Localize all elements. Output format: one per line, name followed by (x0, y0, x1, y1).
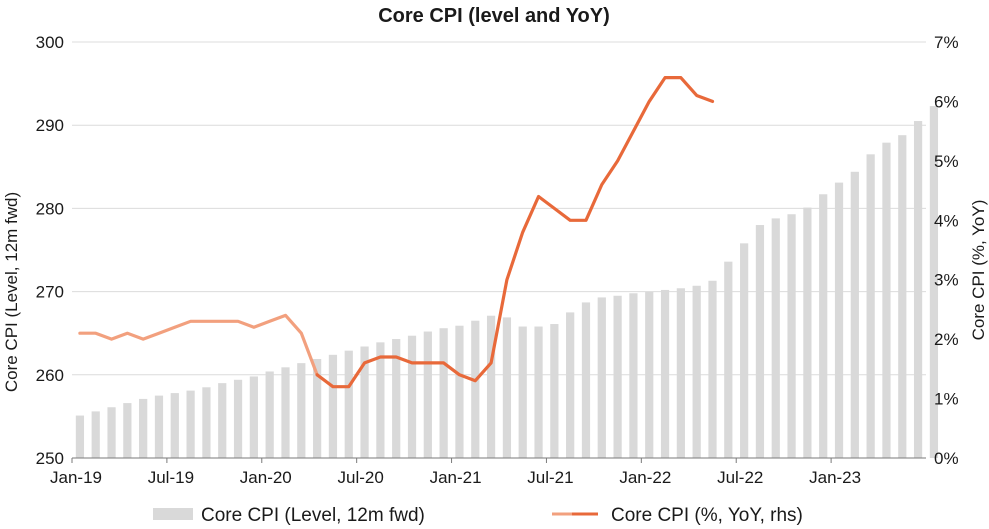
bar (629, 293, 638, 458)
bar (819, 194, 828, 458)
grid-lines (72, 41, 926, 459)
bar (929, 106, 939, 458)
bar (771, 218, 780, 458)
bar (660, 289, 670, 458)
bar (550, 324, 559, 458)
left-tick-label: 290 (36, 116, 64, 135)
right-tick-label: 7% (934, 33, 959, 52)
x-axis: Jan-19 Jul-19 Jan-20 Jul-20 Jan-21 Jul-21 Jan-… (50, 457, 926, 487)
right-axis: 0% 1% 2% 3% 4% 5% 6% 7% (934, 33, 959, 468)
bar (123, 403, 132, 458)
bar (534, 326, 543, 458)
x-tick-label: Jan-22 (619, 468, 671, 487)
bar (581, 302, 591, 458)
left-axis: 250 260 270 280 290 300 (36, 33, 64, 468)
legend: Core CPI (Level, 12m fwd) Core CPI (%, Y… (153, 505, 803, 526)
bar (803, 207, 812, 458)
bar (297, 363, 306, 458)
line-segment-early (78, 313, 319, 377)
y-axis-label-right: Core CPI (%, YoY) (969, 200, 988, 341)
bar (455, 325, 464, 458)
bar (281, 367, 290, 458)
bar (740, 243, 749, 458)
bar (439, 328, 448, 458)
bar (249, 376, 258, 458)
right-tick-label: 6% (934, 92, 959, 111)
x-tick-label: Jul-19 (148, 468, 194, 487)
left-tick-label: 280 (36, 199, 64, 218)
x-tick-label: Jan-20 (240, 468, 292, 487)
legend-bar-label: Core CPI (Level, 12m fwd) (201, 505, 425, 526)
bar (882, 142, 891, 459)
bar (233, 379, 243, 458)
x-tick-label: Jan-21 (430, 468, 482, 487)
right-tick-label: 2% (934, 330, 959, 349)
line-series (78, 76, 715, 389)
x-tick-label: Jul-20 (338, 468, 384, 487)
bar (218, 383, 227, 458)
bar (407, 335, 417, 458)
right-tick-label: 1% (934, 390, 959, 409)
bar (787, 214, 796, 458)
bar (692, 285, 701, 458)
bar (502, 317, 512, 458)
bar (597, 297, 606, 458)
right-tick-label: 3% (934, 271, 959, 290)
x-tick-label: Jul-21 (527, 468, 573, 487)
bar (834, 182, 844, 459)
bar (186, 390, 195, 458)
bar (850, 171, 859, 459)
bar (154, 395, 164, 458)
bar (486, 315, 496, 458)
bar (91, 411, 100, 458)
bar-series (75, 106, 939, 459)
bar (676, 288, 685, 458)
chart-title: Core CPI (level and YoY) (378, 5, 610, 27)
bar (471, 320, 480, 458)
bar (518, 326, 527, 458)
bar (376, 342, 385, 458)
x-tick-label: Jan-23 (809, 468, 861, 487)
right-tick-label: 4% (934, 211, 959, 230)
bar (724, 261, 733, 458)
bar (613, 295, 622, 458)
x-tick-label: Jan-19 (50, 468, 102, 487)
bar (898, 135, 907, 458)
left-tick-label: 250 (36, 449, 64, 468)
left-tick-label: 300 (36, 33, 64, 52)
y-axis-label-left: Core CPI (Level, 12m fwd) (2, 192, 21, 392)
bar (328, 354, 338, 458)
bar (75, 415, 85, 458)
bar (866, 154, 875, 458)
right-tick-label: 5% (934, 152, 959, 171)
legend-bar-swatch (153, 508, 193, 520)
left-tick-label: 270 (36, 283, 64, 302)
right-tick-label: 0% (934, 449, 959, 468)
x-tick-label: Jul-22 (717, 468, 763, 487)
bar (566, 312, 575, 458)
bar (755, 225, 765, 458)
bar (360, 346, 369, 458)
bar (107, 407, 116, 458)
line-segment (315, 76, 715, 389)
bar (344, 350, 353, 458)
bar (139, 398, 148, 458)
bar (708, 280, 717, 458)
left-tick-label: 260 (36, 366, 64, 385)
bar (313, 358, 322, 458)
bar (170, 393, 179, 458)
bar (645, 291, 654, 458)
bar (202, 387, 211, 458)
legend-line-label: Core CPI (%, YoY, rhs) (611, 505, 803, 526)
bar (913, 121, 923, 458)
bar (392, 339, 401, 458)
bar (265, 371, 274, 458)
bar (423, 331, 432, 458)
